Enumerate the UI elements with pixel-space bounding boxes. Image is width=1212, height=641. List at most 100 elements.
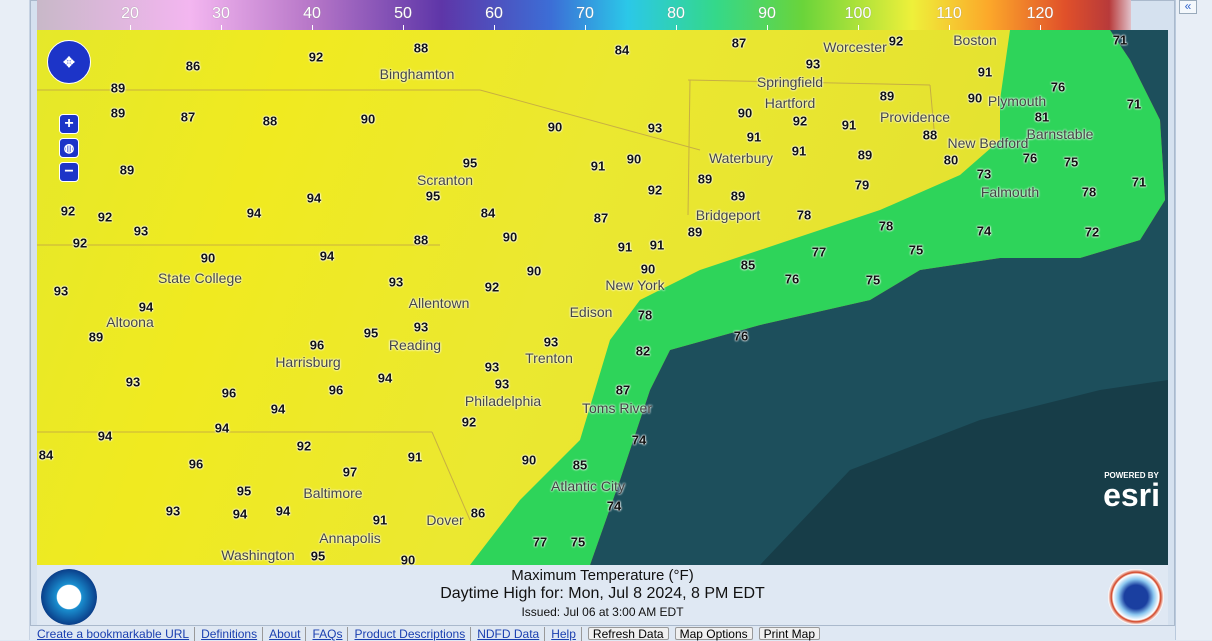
temperature-value[interactable]: 93 — [805, 56, 821, 72]
temperature-value[interactable]: 80 — [943, 152, 959, 168]
temperature-value[interactable]: 89 — [88, 329, 104, 345]
collapse-panel-button[interactable]: « — [1179, 0, 1197, 14]
temperature-value[interactable]: 90 — [737, 105, 753, 121]
temperature-value[interactable]: 74 — [606, 498, 622, 514]
temperature-map[interactable]: Binghamton Worcester Boston Springfield Plym… — [37, 30, 1168, 568]
temperature-value[interactable]: 88 — [413, 232, 429, 248]
temperature-value[interactable]: 90 — [502, 229, 518, 245]
temperature-value[interactable]: 89 — [857, 147, 873, 163]
temperature-value[interactable]: 87 — [180, 109, 196, 125]
temperature-value[interactable]: 89 — [119, 162, 135, 178]
temperature-value[interactable]: 88 — [413, 40, 429, 56]
temperature-value[interactable]: 78 — [637, 307, 653, 323]
temperature-value[interactable]: 84 — [614, 42, 630, 58]
definitions-link[interactable]: Definitions — [201, 627, 264, 641]
help-link[interactable]: Help — [551, 627, 582, 641]
temperature-value[interactable]: 93 — [53, 283, 69, 299]
temperature-value[interactable]: 93 — [133, 223, 149, 239]
temperature-value[interactable]: 95 — [236, 483, 252, 499]
temperature-value[interactable]: 84 — [480, 205, 496, 221]
temperature-value[interactable]: 95 — [425, 188, 441, 204]
pan-control[interactable]: ✥ — [47, 40, 91, 84]
temperature-value[interactable]: 82 — [635, 343, 651, 359]
refresh-data-button[interactable]: Refresh Data — [587, 627, 669, 640]
temperature-value[interactable]: 96 — [328, 382, 344, 398]
temperature-value[interactable]: 91 — [791, 143, 807, 159]
temperature-value[interactable]: 94 — [275, 503, 291, 519]
temperature-value[interactable]: 93 — [494, 376, 510, 392]
temperature-value[interactable]: 71 — [1131, 174, 1147, 190]
map-options-button[interactable]: Map Options — [674, 627, 753, 640]
temperature-value[interactable]: 90 — [360, 111, 376, 127]
temperature-value[interactable]: 94 — [246, 205, 262, 221]
temperature-value[interactable]: 91 — [746, 129, 762, 145]
temperature-value[interactable]: 90 — [640, 261, 656, 277]
temperature-value[interactable]: 96 — [309, 337, 325, 353]
temperature-value[interactable]: 89 — [687, 224, 703, 240]
temperature-value[interactable]: 95 — [462, 155, 478, 171]
temperature-value[interactable]: 78 — [796, 207, 812, 223]
temperature-value[interactable]: 87 — [731, 35, 747, 51]
temperature-value[interactable]: 92 — [792, 113, 808, 129]
temperature-value[interactable]: 93 — [647, 120, 663, 136]
temperature-value[interactable]: 90 — [521, 452, 537, 468]
temperature-value[interactable]: 87 — [615, 382, 631, 398]
temperature-value[interactable]: 94 — [232, 506, 248, 522]
temperature-value[interactable]: 87 — [593, 210, 609, 226]
temperature-value[interactable]: 92 — [647, 182, 663, 198]
temperature-value[interactable]: 88 — [262, 113, 278, 129]
temperature-value[interactable]: 89 — [110, 80, 126, 96]
temperature-value[interactable]: 90 — [967, 90, 983, 106]
temperature-value[interactable]: 92 — [461, 414, 477, 430]
faqs-link[interactable]: FAQs — [312, 627, 349, 641]
temperature-value[interactable]: 93 — [413, 319, 429, 335]
temperature-value[interactable]: 93 — [388, 274, 404, 290]
temperature-value[interactable]: 90 — [547, 119, 563, 135]
about-link[interactable]: About — [269, 627, 307, 641]
temperature-value[interactable]: 88 — [922, 127, 938, 143]
temperature-value[interactable]: 92 — [888, 33, 904, 49]
temperature-value[interactable]: 77 — [811, 244, 827, 260]
temperature-value[interactable]: 95 — [310, 548, 326, 564]
temperature-value[interactable]: 94 — [214, 420, 230, 436]
temperature-value[interactable]: 91 — [649, 237, 665, 253]
temperature-value[interactable]: 94 — [270, 401, 286, 417]
temperature-value[interactable]: 89 — [730, 188, 746, 204]
zoom-out-button[interactable]: − — [59, 162, 79, 182]
temperature-value[interactable]: 91 — [617, 239, 633, 255]
zoom-in-button[interactable]: + — [59, 114, 79, 134]
temperature-value[interactable]: 86 — [470, 505, 486, 521]
temperature-value[interactable]: 74 — [976, 223, 992, 239]
temperature-value[interactable]: 92 — [296, 438, 312, 454]
temperature-value[interactable]: 93 — [165, 503, 181, 519]
temperature-value[interactable]: 84 — [38, 447, 54, 463]
temperature-value[interactable]: 75 — [1063, 154, 1079, 170]
temperature-value[interactable]: 71 — [1112, 32, 1128, 48]
temperature-value[interactable]: 79 — [854, 177, 870, 193]
temperature-value[interactable]: 76 — [733, 328, 749, 344]
temperature-value[interactable]: 90 — [200, 250, 216, 266]
temperature-value[interactable]: 81 — [1034, 109, 1050, 125]
print-map-button[interactable]: Print Map — [758, 627, 821, 640]
temperature-value[interactable]: 89 — [697, 171, 713, 187]
temperature-value[interactable]: 76 — [784, 271, 800, 287]
temperature-value[interactable]: 86 — [185, 58, 201, 74]
temperature-value[interactable]: 92 — [308, 49, 324, 65]
temperature-value[interactable]: 89 — [110, 105, 126, 121]
temperature-value[interactable]: 94 — [138, 299, 154, 315]
temperature-value[interactable]: 89 — [879, 88, 895, 104]
temperature-value[interactable]: 96 — [188, 456, 204, 472]
temperature-value[interactable]: 75 — [865, 272, 881, 288]
temperature-value[interactable]: 94 — [306, 190, 322, 206]
temperature-value[interactable]: 91 — [977, 64, 993, 80]
temperature-value[interactable]: 94 — [97, 428, 113, 444]
temperature-value[interactable]: 94 — [377, 370, 393, 386]
temperature-value[interactable]: 92 — [97, 209, 113, 225]
temperature-value[interactable]: 91 — [841, 117, 857, 133]
temperature-value[interactable]: 76 — [1022, 150, 1038, 166]
product-descriptions-link[interactable]: Product Descriptions — [354, 627, 472, 641]
temperature-value[interactable]: 85 — [572, 457, 588, 473]
temperature-value[interactable]: 91 — [407, 449, 423, 465]
temperature-value[interactable]: 71 — [1126, 96, 1142, 112]
temperature-value[interactable]: 90 — [400, 552, 416, 568]
